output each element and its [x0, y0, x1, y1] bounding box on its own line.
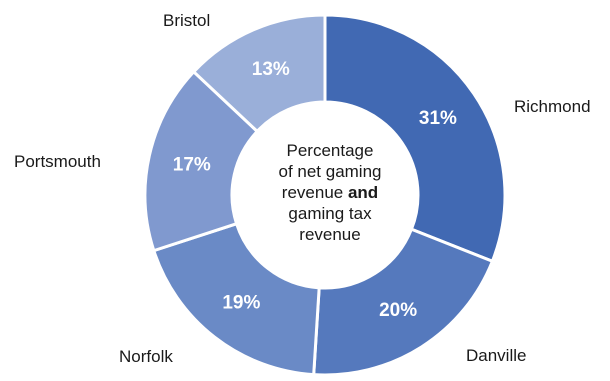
center-caption-line-3-text: revenue [281, 183, 348, 202]
category-label-danville: Danville [466, 346, 526, 365]
slice-richmond [323, 13, 507, 264]
category-label-bristol: Bristol [163, 11, 210, 30]
category-label-norfolk: Norfolk [119, 347, 173, 366]
percentage-label-portsmouth: 17% [173, 155, 211, 176]
center-caption-line-5: revenue [299, 225, 361, 244]
slice-danville [312, 227, 495, 377]
center-caption-line-3: revenue and [255, 182, 405, 203]
center-caption-line-2: of net gaming [278, 162, 382, 181]
center-caption-and-bold: and [347, 183, 379, 202]
category-labels: Richmond Danville Norfolk Portsmouth Bri… [14, 11, 591, 366]
category-label-portsmouth: Portsmouth [14, 152, 101, 171]
slice-bristol [191, 13, 327, 134]
center-caption-line-4: gaming tax [288, 204, 372, 223]
percentage-label-danville: 20% [379, 300, 417, 321]
percentage-label-richmond: 31% [419, 108, 457, 129]
center-caption-line-1: Percentage [286, 141, 374, 160]
donut-slices [143, 13, 507, 377]
percentage-labels: 31% 20% 19% 17% 13% [173, 59, 457, 321]
category-label-richmond: Richmond [514, 97, 591, 116]
donut-center-caption: Percentage of net gaming revenue and gam… [255, 140, 405, 245]
slice-portsmouth [143, 69, 260, 253]
slice-norfolk [151, 221, 321, 377]
percentage-label-bristol: 13% [252, 59, 290, 80]
percentage-label-norfolk: 19% [222, 292, 260, 313]
